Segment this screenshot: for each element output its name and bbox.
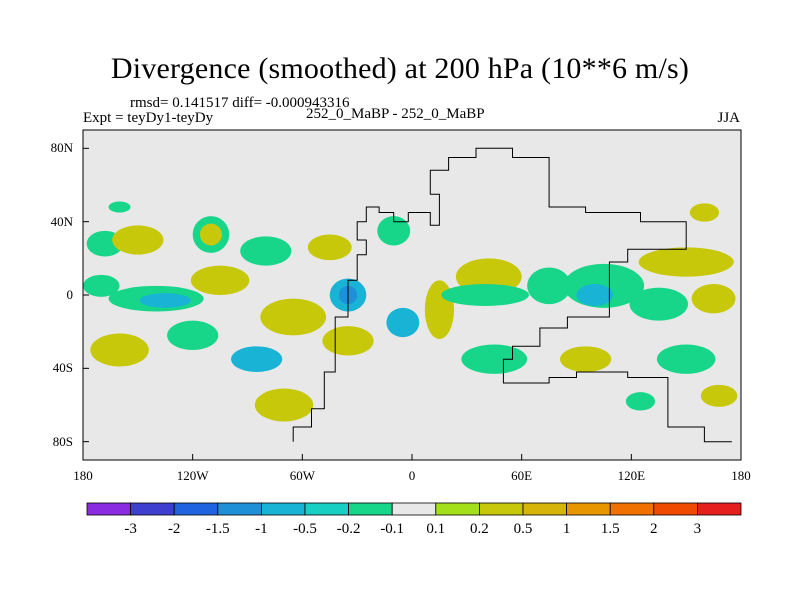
x-tick-label: 60E — [511, 468, 533, 483]
colorbar-swatch — [653, 502, 698, 516]
contour-blob — [441, 284, 529, 306]
colorbar-label: 3 — [693, 521, 702, 537]
contour-blob — [260, 298, 327, 336]
case-label: 252_0_MaBP - 252_0_MaBP — [306, 106, 485, 122]
y-tick-label: 40S — [52, 360, 73, 376]
colorbar-label: -0.5 — [293, 521, 317, 537]
contour-blob — [231, 346, 283, 372]
contour-blob — [254, 388, 314, 422]
colorbar-swatch — [217, 502, 262, 516]
y-tick-label: 80N — [50, 140, 73, 156]
colorbar-swatch — [130, 502, 175, 516]
contour-blob — [560, 346, 612, 372]
contour-blob — [322, 326, 374, 356]
colorbar-label: -3 — [124, 521, 137, 537]
contour-blob — [112, 225, 164, 255]
colorbar-label: 0.1 — [426, 521, 446, 537]
chart-title: Divergence (smoothed) at 200 hPa (10**6 … — [110, 52, 690, 85]
contour-blob — [576, 284, 614, 306]
colorbar-label: -0.1 — [380, 521, 405, 537]
plot-area — [82, 129, 742, 461]
y-tick-label: 80S — [52, 433, 73, 449]
contour-blob — [629, 287, 688, 321]
contour-field — [83, 201, 738, 422]
contour-blob — [691, 284, 736, 314]
contour-blob — [386, 307, 420, 338]
colorbar-swatch — [609, 502, 655, 516]
colorbar-swatch — [522, 502, 567, 516]
colorbar-label: -0.2 — [336, 521, 361, 537]
contour-blob — [656, 344, 716, 374]
contour-blob — [461, 344, 528, 374]
contour-blob — [139, 293, 191, 308]
contour-blob — [199, 223, 222, 246]
experiment-label: Expt = teyDy1-teyDy — [83, 110, 214, 126]
y-tick-label: 40N — [50, 213, 73, 229]
colorbar-label: -2 — [167, 521, 181, 537]
x-tick-label: 180 — [731, 468, 751, 483]
colorbar-label: 2 — [650, 521, 658, 537]
contour-blob — [83, 274, 120, 297]
contour-blob — [700, 384, 738, 407]
colorbar-swatch — [478, 502, 524, 516]
stats-label: rmsd= 0.141517 diff= -0.000943316 — [130, 95, 350, 111]
colorbar-swatch — [697, 502, 742, 516]
colorbar-label: 0.2 — [470, 521, 489, 537]
contour-blob — [638, 247, 734, 277]
contour-blob — [527, 267, 572, 305]
colorbar-label: 0.5 — [513, 521, 533, 537]
contour-blob — [190, 265, 250, 296]
contour-blob — [167, 320, 219, 351]
contour-blob — [108, 201, 131, 213]
colorbar-swatch — [348, 502, 393, 516]
x-tick-label: 60W — [289, 468, 315, 483]
x-tick-label: 120W — [176, 468, 209, 483]
colorbar — [86, 502, 742, 516]
contour-blob — [377, 216, 411, 246]
x-tick-label: 180 — [73, 468, 93, 483]
season-label: JJA — [717, 110, 740, 126]
contour-blob — [625, 392, 656, 411]
colorbar-swatch — [86, 502, 131, 516]
colorbar-label: 1 — [562, 521, 571, 537]
colorbar-label: -1.5 — [205, 521, 230, 537]
colorbar-swatch — [566, 502, 611, 516]
colorbar-swatch — [435, 502, 480, 516]
contour-blob — [307, 234, 352, 261]
colorbar-label: 1.5 — [600, 521, 620, 537]
x-tick-label: 0 — [408, 468, 416, 483]
contour-blob — [90, 333, 149, 367]
continent-outline — [292, 147, 732, 443]
x-tick-label: 120E — [617, 468, 646, 483]
contour-blob — [689, 203, 720, 222]
contour-blob — [240, 236, 292, 266]
colorbar-swatch — [173, 502, 219, 516]
colorbar-swatch — [391, 502, 437, 516]
y-tick-label: 0 — [66, 287, 74, 302]
colorbar-swatch — [304, 502, 349, 516]
colorbar-swatch — [260, 502, 306, 516]
colorbar-label: -1 — [255, 521, 268, 537]
